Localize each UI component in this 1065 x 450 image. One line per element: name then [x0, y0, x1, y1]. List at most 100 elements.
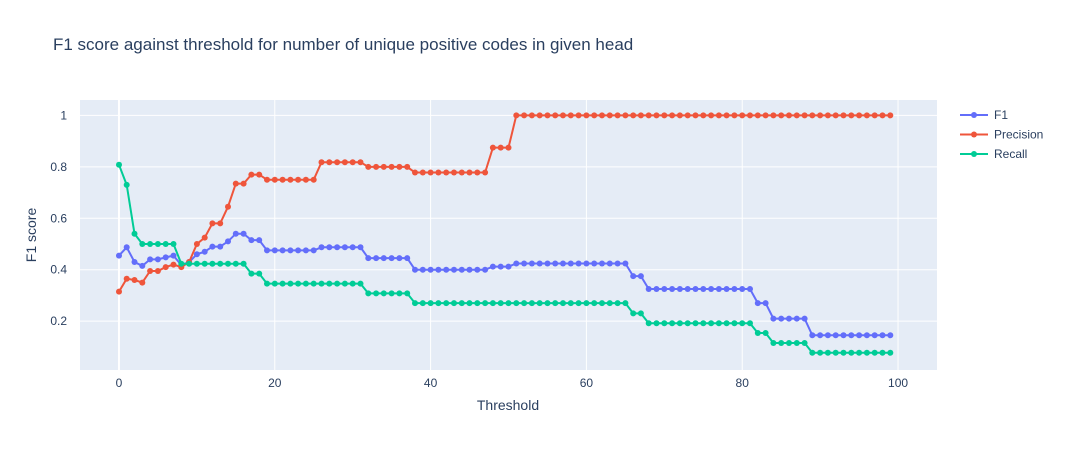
data-point[interactable] — [606, 112, 613, 119]
data-point[interactable] — [435, 266, 442, 273]
data-point[interactable] — [116, 252, 122, 259]
data-point[interactable] — [248, 237, 255, 244]
data-point[interactable] — [692, 112, 699, 119]
data-point[interactable] — [793, 340, 800, 346]
data-point[interactable] — [256, 171, 263, 178]
data-point[interactable] — [116, 288, 122, 295]
data-point[interactable] — [856, 332, 863, 339]
data-point[interactable] — [396, 290, 403, 297]
data-point[interactable] — [786, 315, 792, 322]
data-point[interactable] — [404, 255, 411, 262]
data-point[interactable] — [427, 169, 434, 176]
data-point[interactable] — [801, 112, 808, 119]
data-point[interactable] — [708, 320, 715, 327]
data-point[interactable] — [264, 247, 270, 254]
data-point[interactable] — [575, 112, 582, 119]
data-point[interactable] — [536, 112, 543, 119]
data-point[interactable] — [443, 300, 450, 307]
data-point[interactable] — [762, 112, 769, 119]
data-point[interactable] — [700, 112, 707, 119]
data-point[interactable] — [824, 112, 831, 119]
data-point[interactable] — [396, 255, 403, 262]
data-point[interactable] — [739, 112, 746, 119]
data-point[interactable] — [637, 310, 644, 317]
data-point[interactable] — [264, 176, 270, 183]
data-point[interactable] — [848, 112, 855, 119]
data-point[interactable] — [676, 112, 683, 119]
data-point[interactable] — [505, 263, 512, 270]
data-point[interactable] — [871, 349, 878, 356]
data-point[interactable] — [591, 300, 598, 307]
data-point[interactable] — [458, 266, 465, 273]
data-point[interactable] — [521, 112, 528, 119]
data-point[interactable] — [505, 300, 512, 307]
data-point[interactable] — [544, 300, 551, 307]
data-point[interactable] — [357, 159, 364, 166]
data-point[interactable] — [528, 112, 535, 119]
data-point[interactable] — [801, 315, 808, 322]
data-point[interactable] — [139, 262, 146, 269]
data-point[interactable] — [754, 330, 761, 336]
data-point[interactable] — [817, 112, 824, 119]
data-point[interactable] — [443, 266, 450, 273]
data-point[interactable] — [178, 260, 185, 267]
data-point[interactable] — [334, 159, 341, 166]
data-point[interactable] — [240, 230, 247, 237]
data-point[interactable] — [513, 260, 520, 267]
data-point[interactable] — [373, 163, 380, 170]
data-point[interactable] — [419, 169, 426, 176]
data-point[interactable] — [731, 286, 738, 292]
data-point[interactable] — [365, 290, 372, 297]
data-point[interactable] — [466, 266, 473, 273]
data-point[interactable] — [497, 300, 504, 307]
data-point[interactable] — [637, 112, 644, 119]
data-point[interactable] — [139, 241, 146, 247]
data-point[interactable] — [817, 349, 824, 356]
data-point[interactable] — [116, 161, 122, 168]
data-point[interactable] — [388, 290, 395, 297]
data-point[interactable] — [684, 286, 691, 292]
data-point[interactable] — [793, 315, 800, 322]
data-point[interactable] — [209, 220, 216, 227]
data-point[interactable] — [147, 268, 154, 274]
data-point[interactable] — [669, 286, 676, 292]
data-point[interactable] — [622, 260, 629, 267]
data-point[interactable] — [591, 260, 598, 267]
data-point[interactable] — [583, 300, 590, 307]
data-point[interactable] — [443, 169, 450, 176]
data-point[interactable] — [318, 244, 325, 251]
data-point[interactable] — [139, 279, 146, 286]
data-point[interactable] — [661, 112, 668, 119]
data-point[interactable] — [879, 332, 886, 339]
data-point[interactable] — [380, 163, 387, 170]
data-point[interactable] — [404, 290, 411, 297]
data-point[interactable] — [700, 320, 707, 327]
data-point[interactable] — [669, 112, 676, 119]
data-point[interactable] — [264, 280, 270, 287]
data-point[interactable] — [778, 315, 785, 322]
data-point[interactable] — [731, 112, 738, 119]
data-point[interactable] — [809, 349, 816, 356]
data-point[interactable] — [271, 280, 278, 287]
data-point[interactable] — [193, 241, 200, 247]
data-point[interactable] — [606, 300, 613, 307]
data-point[interactable] — [591, 112, 598, 119]
data-point[interactable] — [271, 176, 278, 183]
data-point[interactable] — [482, 169, 489, 176]
data-point[interactable] — [676, 286, 683, 292]
data-point[interactable] — [396, 163, 403, 170]
data-point[interactable] — [739, 286, 746, 292]
data-point[interactable] — [123, 244, 130, 251]
data-point[interactable] — [856, 349, 863, 356]
data-point[interactable] — [302, 176, 309, 183]
data-point[interactable] — [599, 112, 605, 119]
data-point[interactable] — [762, 300, 769, 307]
data-point[interactable] — [528, 260, 535, 267]
data-point[interactable] — [256, 237, 263, 244]
data-point[interactable] — [505, 144, 512, 151]
data-point[interactable] — [310, 176, 317, 183]
data-point[interactable] — [544, 260, 551, 267]
data-point[interactable] — [326, 244, 333, 251]
data-point[interactable] — [887, 112, 894, 119]
data-point[interactable] — [630, 112, 637, 119]
